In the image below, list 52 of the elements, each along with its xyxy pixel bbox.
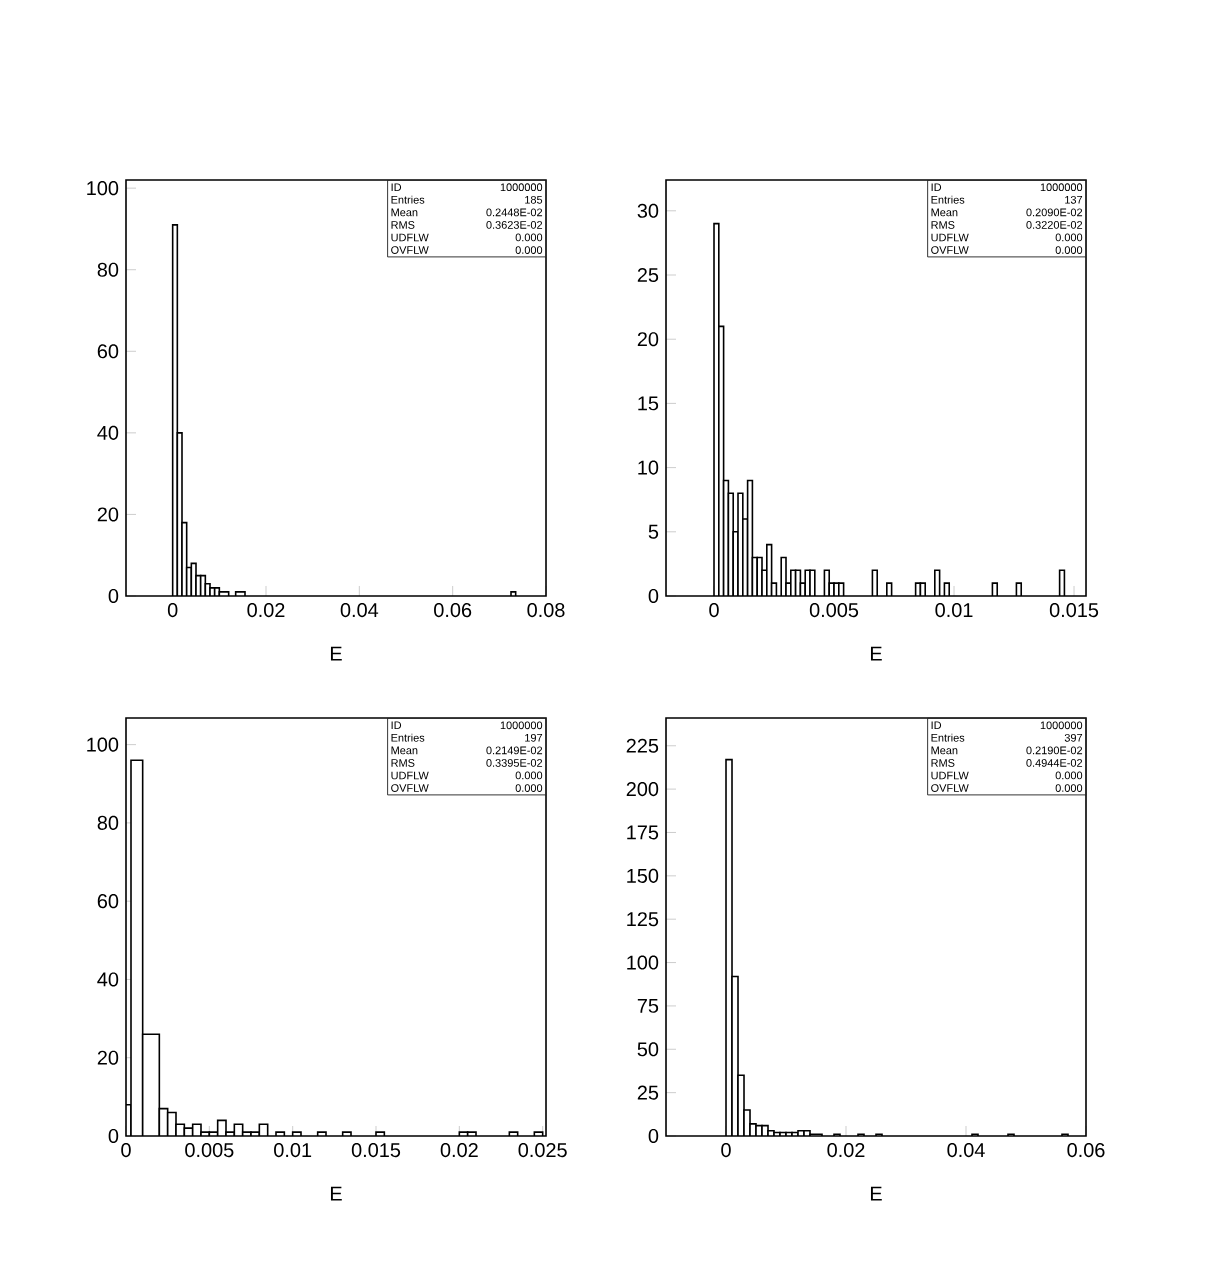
x-tick-label: 0.015 [1049,603,1099,618]
y-tick-label: 15 [638,396,659,411]
y-tick-label: 0 [108,1128,119,1144]
y-tick-label: 150 [627,868,659,883]
y-tick-label: 30 [637,203,659,218]
y-tick-label: 40 [97,972,119,987]
y-tick-label: 200 [626,782,659,797]
x-tick-label: 0.04 [340,603,379,618]
y-tick-label: 20 [637,332,659,347]
y-tick-label: 100 [87,181,119,196]
y-tick-label: 25 [637,267,659,283]
y-tick-label: 0 [108,588,119,604]
x-tick-label: 0 [167,603,178,618]
x-axis-title: E [330,646,342,661]
x-tick-label: 0.015 [351,1143,401,1158]
y-tick-label: 175 [627,825,659,840]
x-tick-label: 0.08 [527,603,565,618]
x-tick-label: 0.01 [935,603,973,618]
x-tick-label: 0.025 [518,1143,567,1158]
y-tick-label: 5 [648,524,659,539]
x-axis-title: E [870,1186,882,1201]
y-tick-label: 20 [97,507,119,522]
x-axis-title: E [870,646,882,661]
x-tick-label: 0 [121,1143,131,1158]
y-tick-label: 25 [637,1085,659,1100]
x-tick-label: 0.005 [185,1143,234,1158]
y-tick-label: 225 [626,738,659,753]
x-tick-label: 0.01 [274,1143,312,1158]
x-tick-label: 0.02 [827,1143,865,1158]
x-tick-label: 0.02 [247,603,285,618]
y-tick-label: 75 [637,998,659,1013]
x-tick-label: 0 [709,603,719,618]
y-tick-label: 100 [87,737,119,752]
x-tick-label: 0.02 [440,1143,478,1158]
y-tick-label: 40 [97,425,119,440]
x-tick-label: 0 [721,1143,731,1158]
x-axis-title: E [330,1186,342,1201]
y-tick-label: 50 [637,1042,659,1057]
x-tick-label: 0.06 [434,603,472,618]
y-tick-label: 80 [97,815,119,830]
x-tick-label: 0.06 [1067,1143,1105,1158]
y-tick-label: 0 [648,588,659,604]
x-tick-label: 0.04 [947,1143,985,1158]
y-tick-label: 100 [627,955,659,970]
y-tick-label: 60 [97,344,119,359]
y-tick-label: 20 [97,1050,119,1065]
x-tick-label: 0.005 [809,603,859,618]
y-tick-label: 10 [638,460,659,475]
y-tick-label: 60 [97,894,119,909]
y-tick-label: 0 [648,1128,659,1144]
y-tick-label: 80 [97,262,119,277]
y-tick-label: 125 [627,912,659,927]
